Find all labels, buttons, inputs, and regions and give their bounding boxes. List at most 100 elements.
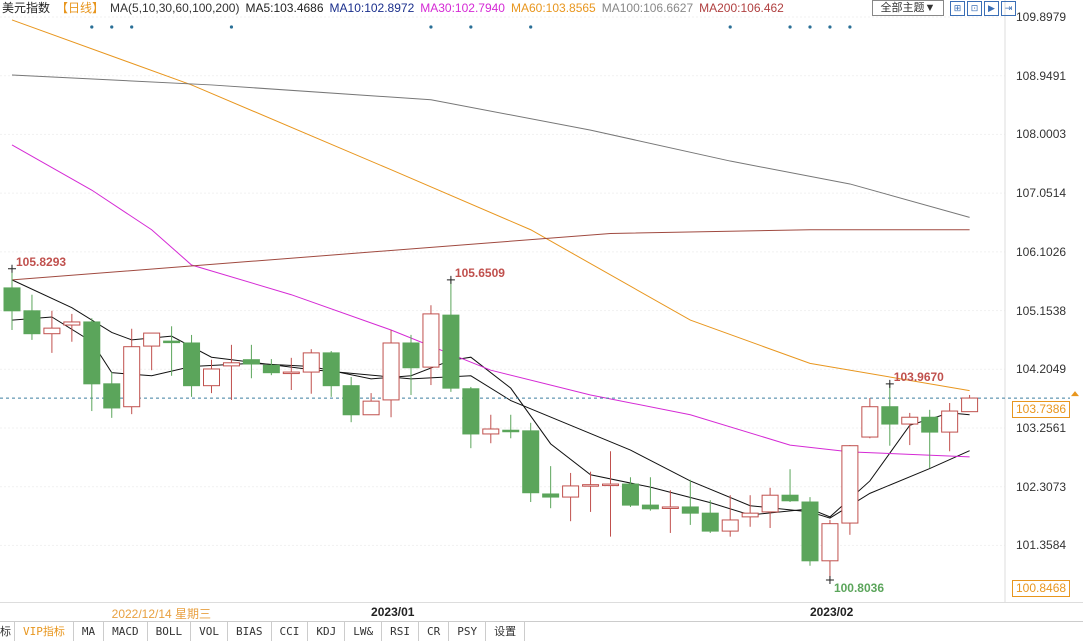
candle-up [941,410,959,433]
grid-icon[interactable]: ⊞ [950,1,965,16]
legend-item-ma200: MA200:106.462 [699,1,784,15]
tab-标[interactable]: 标 [0,622,15,641]
y-tick-label: 107.0514 [1016,186,1067,201]
tab-kdj[interactable]: KDJ [308,622,346,641]
candle-down [502,429,520,433]
ma-line-ma60 [11,19,970,392]
y-tick-label: 103.2561 [1016,421,1067,435]
price-annotation: 105.8293 [16,254,67,269]
candle-up [961,397,979,413]
tab-vol[interactable]: VOL [191,622,228,641]
tab-macd[interactable]: MACD [104,622,148,641]
candle-up [761,494,779,513]
candle-up [282,371,300,375]
tab-ma[interactable]: MA [74,622,105,641]
candle-up [43,327,61,335]
extreme-marker [446,275,455,284]
candle-up [661,506,679,509]
candle-down [522,430,540,494]
candle-up [482,428,500,435]
ma-line-ma200 [11,229,970,281]
y-tick-label: 108.0003 [1016,127,1067,142]
candle-down [242,359,260,365]
candle-down [23,310,41,335]
y-tick-label: 106.1026 [1016,244,1067,259]
play-icon[interactable]: ▶ [984,1,999,16]
candle-down [3,287,21,312]
candle-up [302,352,320,373]
candle-down [262,364,280,374]
candle-up [841,445,859,524]
candle-down [342,385,360,416]
event-marker [728,25,732,29]
price-annotation: 103.9670 [893,369,944,384]
candle-up [602,483,619,487]
event-marker [469,25,473,29]
ma-line-ma30 [11,144,970,458]
candle-down [542,493,560,498]
tab-bias[interactable]: BIAS [228,622,272,641]
date-axis: 2022/12/14 星期三 2023/01 2023/02 [0,602,1083,622]
candle-up [562,485,580,498]
candle-down [681,506,699,514]
zoom-in-icon[interactable]: ⊡ [967,1,982,16]
candle-up [721,519,739,532]
event-marker [429,25,433,29]
legend-item-ma5: MA5:103.4686 [245,1,324,15]
event-marker [110,25,114,29]
candle-down [83,321,101,385]
candle-up [382,342,400,401]
tab-rsi[interactable]: RSI [382,622,419,641]
y-tick-label: 102.3073 [1016,479,1067,494]
candle-down [163,340,181,344]
candle-up [422,313,440,368]
x-axis-label: 2023/01 [371,605,415,619]
y-tick-label: 109.8979 [1016,9,1067,24]
tab-设置[interactable]: 设置 [486,622,526,641]
extreme-marker [8,264,16,273]
event-marker [808,25,812,29]
candle-up [63,321,81,326]
tab-cr[interactable]: CR [419,622,450,641]
candle-up [203,368,220,387]
candle-down [402,342,420,369]
period-label[interactable]: 【日线】 [56,1,105,15]
candle-up [123,346,141,408]
event-marker [90,25,94,29]
tab-boll[interactable]: BOLL [148,622,192,641]
legend-item-ma10: MA10:102.8972 [329,1,415,15]
candle-up [222,362,240,367]
candlestick-chart[interactable] [0,0,1083,602]
event-marker [529,25,533,29]
y-tick-label: 104.2049 [1016,362,1067,377]
candle-down [801,501,819,562]
candle-up [861,406,879,438]
x-axis-label: 2023/02 [809,605,854,619]
legend-item-ma30: MA30:102.7940 [420,1,505,15]
event-marker [229,25,234,29]
y-tick-label: 105.1538 [1016,303,1067,318]
tab-psy[interactable]: PSY [449,622,487,641]
event-marker [788,25,792,29]
candle-up [143,332,161,347]
candle-down [462,388,480,435]
candle-up [821,523,839,562]
event-marker [828,25,832,29]
theme-dropdown[interactable]: 全部主题▼ [872,0,944,16]
candle-down [621,483,639,506]
y-tick-label: 108.9491 [1016,68,1067,83]
tab-vip指标[interactable]: VIP指标 [15,622,74,641]
x-axis-label: 2022/12/14 星期三 [111,607,212,621]
tab-lw&[interactable]: LW& [345,622,383,641]
export-icon[interactable]: ⇥ [1001,1,1016,16]
legend-item-ma100: MA100:106.6627 [601,1,694,15]
candle-down [881,406,899,425]
candle-down [921,416,939,433]
tab-cci[interactable]: CCI [272,622,309,641]
ma-params[interactable]: MA(5,10,30,60,100,200) [110,1,240,15]
instrument-name: 美元指数 [2,1,51,15]
current-price-label: 103.7386 [1012,401,1071,418]
indicator-tabs: 标 VIP指标 MA MACD BOLL VOL BIAS CCI KDJ LW& RSI CR PSY… [0,622,526,641]
candle-down [322,352,340,387]
candle-up [901,416,919,425]
